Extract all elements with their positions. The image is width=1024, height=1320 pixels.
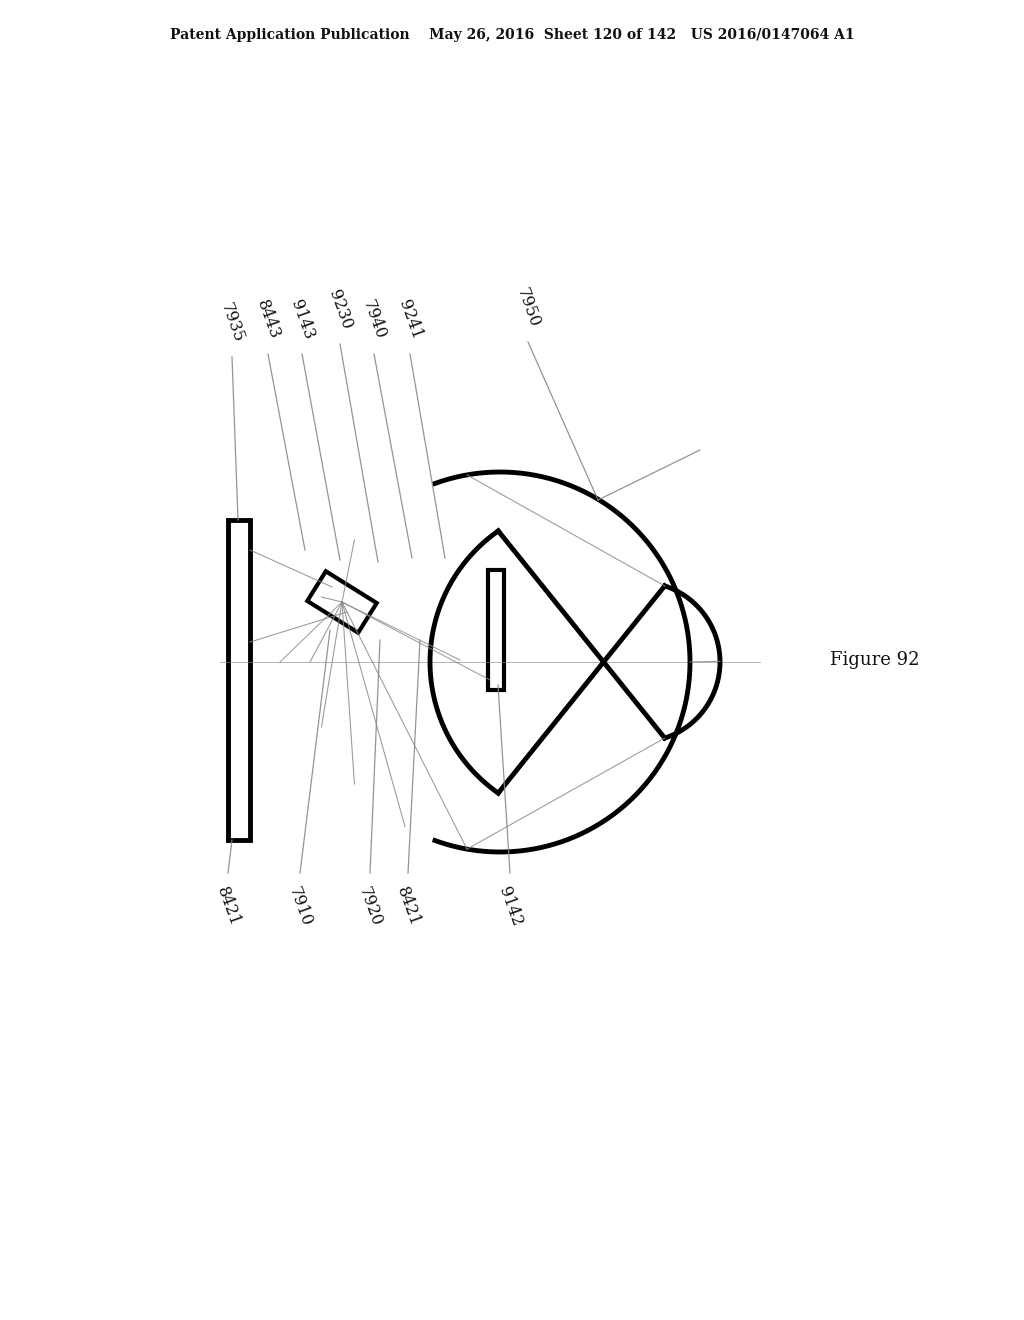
Text: 8443: 8443 <box>253 298 283 342</box>
Text: 7950: 7950 <box>513 285 543 330</box>
Text: Patent Application Publication    May 26, 2016  Sheet 120 of 142   US 2016/01470: Patent Application Publication May 26, 2… <box>170 28 854 42</box>
Text: 9230: 9230 <box>325 288 355 333</box>
Text: 9143: 9143 <box>287 298 317 342</box>
Text: 7910: 7910 <box>285 884 315 929</box>
Text: 8421: 8421 <box>213 884 243 929</box>
Text: 8421: 8421 <box>393 884 423 929</box>
Text: Figure 92: Figure 92 <box>830 651 920 669</box>
Text: 9142: 9142 <box>495 884 525 929</box>
Text: 7935: 7935 <box>217 301 247 345</box>
Text: 7940: 7940 <box>359 298 389 342</box>
Text: 7920: 7920 <box>355 884 385 929</box>
Text: 9241: 9241 <box>395 298 425 342</box>
